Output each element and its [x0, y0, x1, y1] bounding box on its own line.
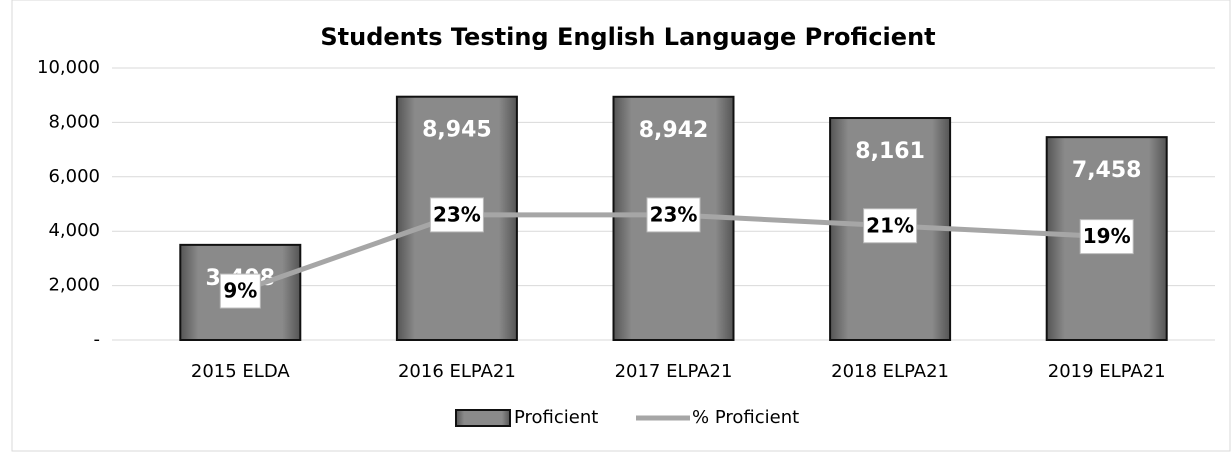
data-label: 7,458 — [1072, 158, 1142, 183]
legend-label: % Proficient — [692, 407, 799, 428]
x-tick-label: 2017 ELPA21 — [615, 361, 733, 382]
data-label-box — [863, 208, 918, 244]
y-tick-label: 8,000 — [48, 111, 100, 132]
data-label: 21% — [866, 213, 914, 237]
data-label: 8,945 — [422, 118, 492, 143]
legend-swatch — [455, 409, 511, 427]
y-tick-label: 6,000 — [48, 166, 100, 187]
x-tick-label: 2016 ELPA21 — [398, 361, 516, 382]
data-label: 23% — [433, 202, 481, 226]
y-tick-label: 10,000 — [37, 57, 100, 78]
chart-title: Students Testing English Language Profic… — [320, 23, 935, 51]
y-tick-label: 2,000 — [48, 275, 100, 296]
x-tick-label: 2019 ELPA21 — [1048, 361, 1166, 382]
y-tick-label: 4,000 — [48, 220, 100, 241]
data-label-box — [429, 197, 484, 233]
x-tick-label: 2018 ELPA21 — [831, 361, 949, 382]
data-label: 8,942 — [639, 118, 709, 143]
data-label: 9% — [223, 279, 257, 303]
data-label: 8,161 — [855, 139, 925, 164]
x-tick-label: 2015 ELDA — [191, 361, 290, 382]
data-label: 19% — [1083, 224, 1131, 248]
data-label-box — [1079, 219, 1134, 255]
legend-label: Proficient — [514, 407, 598, 428]
data-label-box — [646, 197, 701, 233]
bar — [1045, 136, 1168, 341]
data-label: 23% — [650, 202, 698, 226]
y-tick-label: - — [94, 329, 101, 350]
data-label-box — [219, 273, 261, 309]
